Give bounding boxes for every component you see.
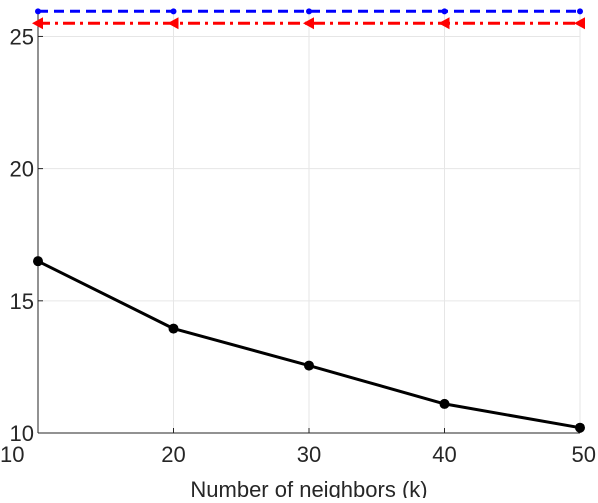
data-point — [303, 17, 314, 30]
data-point — [306, 8, 312, 15]
axes — [37, 10, 581, 434]
data-point — [33, 256, 43, 267]
x-tick-label: 30 — [297, 442, 321, 467]
x-tick-label: 40 — [432, 442, 456, 467]
data-point — [304, 360, 314, 371]
data-point — [167, 17, 179, 30]
data-point — [441, 8, 448, 15]
data-point — [439, 398, 450, 409]
data-point — [575, 422, 585, 433]
data-point — [170, 8, 177, 15]
series — [32, 8, 585, 433]
x-tick-label: 20 — [161, 442, 185, 467]
x-axis-label: Number of neighbors (k) — [190, 477, 427, 498]
x-tick-label: 50 — [572, 442, 596, 467]
data-point — [168, 323, 179, 334]
data-point — [577, 8, 583, 15]
data-point — [438, 17, 450, 30]
x-tick-label: 10 — [0, 442, 24, 467]
data-point — [35, 8, 41, 15]
y-tick-label: 25 — [10, 24, 34, 49]
y-tick-label: 20 — [10, 157, 34, 182]
tick-labels: 10 20 30 40 50 10 15 20 25 — [0, 24, 596, 467]
data-point — [574, 17, 585, 30]
y-tick-label: 15 — [10, 289, 34, 314]
data-point — [32, 17, 43, 30]
y-tick-label: 10 — [10, 421, 34, 446]
